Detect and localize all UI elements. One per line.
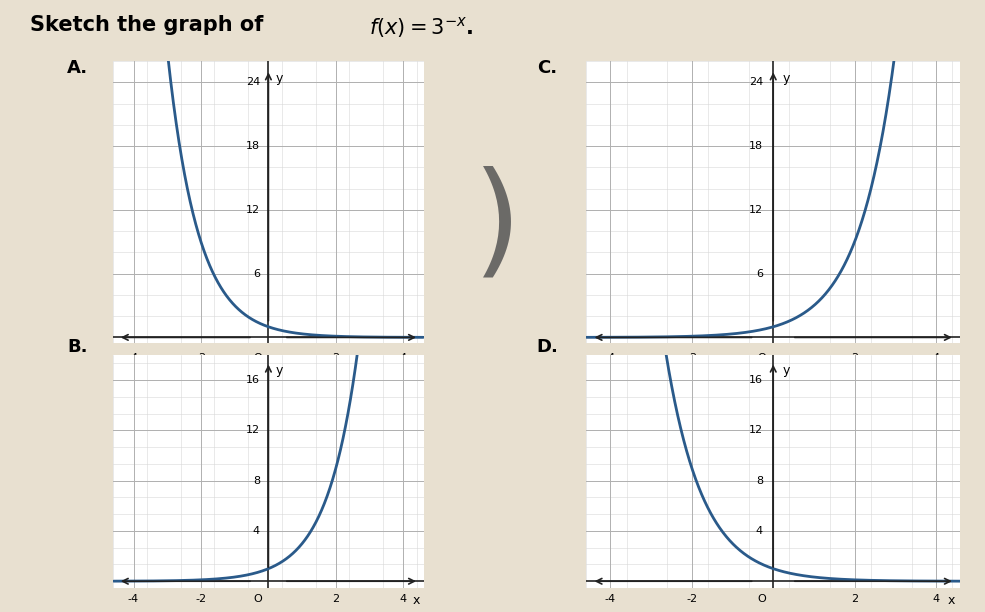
Text: y: y (276, 364, 284, 377)
Text: 18: 18 (749, 141, 763, 151)
Text: 12: 12 (749, 205, 763, 215)
Text: O: O (757, 594, 766, 603)
Text: 2: 2 (332, 594, 340, 603)
Text: Sketch the graph of: Sketch the graph of (30, 15, 270, 35)
Text: 16: 16 (246, 375, 260, 385)
Text: 12: 12 (246, 425, 260, 435)
Text: O: O (253, 594, 262, 603)
Text: D.: D. (537, 338, 558, 356)
Text: 12: 12 (246, 205, 260, 215)
Text: x: x (948, 353, 954, 365)
Text: 4: 4 (253, 526, 260, 536)
Text: y: y (276, 72, 284, 85)
Text: $f(x) = 3^{-x}$.: $f(x) = 3^{-x}$. (369, 15, 474, 40)
Text: 18: 18 (246, 141, 260, 151)
Text: 16: 16 (749, 375, 763, 385)
Text: C.: C. (537, 59, 557, 78)
Text: y: y (782, 72, 790, 85)
Text: 4: 4 (400, 594, 407, 603)
Text: -2: -2 (687, 594, 697, 603)
Text: O: O (757, 353, 766, 362)
Text: 24: 24 (749, 78, 763, 88)
Text: 8: 8 (755, 476, 763, 486)
Text: 6: 6 (756, 269, 763, 278)
Text: -4: -4 (128, 353, 139, 362)
Text: O: O (253, 353, 262, 362)
Text: ): ) (473, 166, 522, 287)
Text: 6: 6 (253, 269, 260, 278)
Text: 24: 24 (245, 78, 260, 88)
Text: 8: 8 (253, 476, 260, 486)
Text: 4: 4 (933, 353, 940, 362)
Text: 4: 4 (400, 353, 407, 362)
Text: x: x (948, 594, 954, 606)
Text: 4: 4 (755, 526, 763, 536)
Text: A.: A. (67, 59, 88, 78)
Text: x: x (413, 594, 420, 606)
Text: -4: -4 (605, 353, 616, 362)
Text: -2: -2 (195, 594, 207, 603)
Text: B.: B. (67, 338, 88, 356)
Text: -2: -2 (195, 353, 207, 362)
Text: y: y (782, 364, 790, 377)
Text: 4: 4 (933, 594, 940, 603)
Text: 12: 12 (749, 425, 763, 435)
Text: 2: 2 (851, 353, 858, 362)
Text: -2: -2 (687, 353, 697, 362)
Text: -4: -4 (605, 594, 616, 603)
Text: x: x (413, 353, 420, 365)
Text: 2: 2 (332, 353, 340, 362)
Text: 2: 2 (851, 594, 858, 603)
Text: -4: -4 (128, 594, 139, 603)
